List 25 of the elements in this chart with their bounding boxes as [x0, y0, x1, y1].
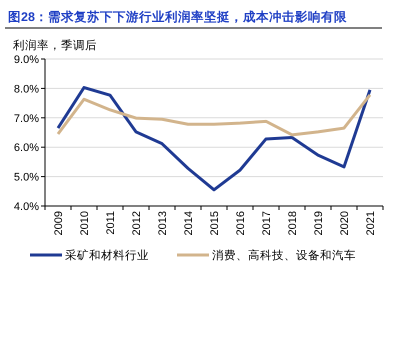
y-tick-label: 7.0%: [14, 112, 40, 125]
x-tick-label: 2019: [313, 211, 325, 236]
x-tick-label: 2013: [157, 211, 169, 236]
y-tick-label: 8.0%: [14, 83, 40, 96]
x-tick-label: 2018: [287, 211, 299, 236]
x-tick-label: 2020: [339, 211, 351, 236]
x-tick-label: 2012: [131, 211, 143, 236]
line-series: [56, 93, 372, 136]
y-tick-label: 6.0%: [14, 142, 40, 154]
x-tick-label: 2015: [209, 211, 221, 236]
x-tick-label: 2016: [235, 211, 247, 236]
y-tick-label: 4.0%: [14, 201, 40, 213]
legend-label: 采矿和材料行业: [65, 248, 149, 262]
x-tick-label: 2009: [53, 211, 65, 236]
x-tick-label: 2014: [183, 211, 195, 236]
x-tick-label: 2011: [105, 211, 117, 235]
y-tick-label: 9.0%: [14, 54, 40, 66]
legend-label: 消费、高科技、设备和汽车: [212, 248, 356, 262]
x-tick-label: 2017: [261, 211, 273, 236]
x-tick-label: 2021: [365, 211, 377, 236]
y-axis-title: 利润率，季调后: [13, 38, 97, 52]
chart-title: 图28：需求复苏下下游行业利润率坚挺，成本冲击影响有限: [8, 9, 348, 24]
x-tick-label: 2010: [79, 211, 91, 236]
y-tick-label: 5.0%: [14, 172, 40, 184]
line-series: [56, 86, 372, 192]
